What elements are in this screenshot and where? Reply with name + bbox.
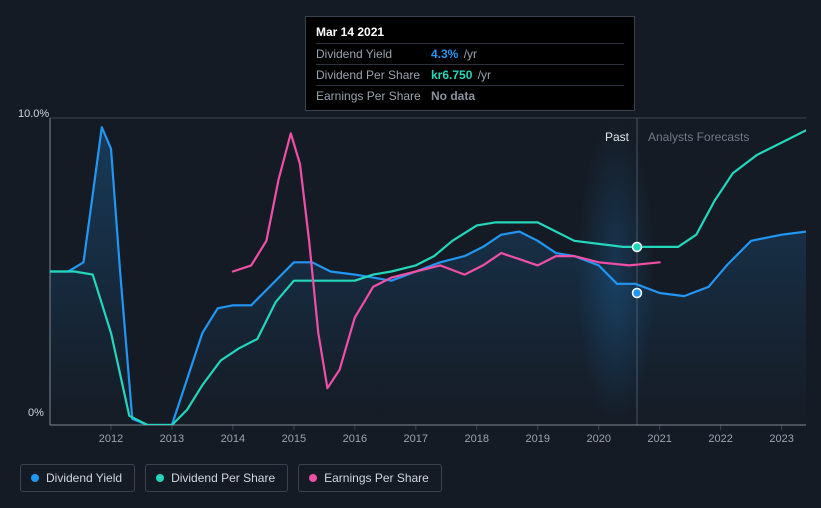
legend-item-label: Dividend Yield [46, 471, 122, 485]
legend-item-dividend-yield[interactable]: Dividend Yield [20, 464, 135, 492]
x-axis-label: 2020 [586, 433, 610, 445]
x-axis-label: 2019 [525, 433, 549, 445]
legend-item-label: Dividend Per Share [171, 471, 275, 485]
tooltip-row: Earnings Per ShareNo data [316, 85, 624, 106]
x-axis-label: 2017 [404, 433, 428, 445]
legend-dot-icon [31, 474, 39, 482]
legend-item-dividend-per-share[interactable]: Dividend Per Share [145, 464, 288, 492]
x-axis-label: 2018 [465, 433, 489, 445]
tooltip-row-label: Dividend Per Share [316, 68, 431, 82]
tooltip-row: Dividend Per Sharekr6.750 /yr [316, 64, 624, 85]
chart-tooltip: Mar 14 2021 Dividend Yield4.3% /yrDivide… [305, 16, 635, 111]
y-axis-label-max: 10.0% [18, 108, 49, 120]
x-axis-label: 2016 [343, 433, 367, 445]
tooltip-row-value: kr6.750 /yr [431, 68, 624, 82]
x-axis-label: 2023 [769, 433, 793, 445]
legend-item-earnings-per-share[interactable]: Earnings Per Share [298, 464, 442, 492]
legend-dot-icon [309, 474, 317, 482]
tooltip-row: Dividend Yield4.3% /yr [316, 43, 624, 64]
tooltip-row-value: 4.3% /yr [431, 47, 624, 61]
region-label-forecast: Analysts Forecasts [648, 130, 749, 144]
tooltip-row-label: Earnings Per Share [316, 89, 431, 103]
y-axis-label-min: 0% [28, 407, 44, 419]
chart-legend: Dividend Yield Dividend Per Share Earnings… [20, 464, 442, 492]
tooltip-row-value: No data [431, 89, 624, 103]
x-axis-label: 2014 [221, 433, 245, 445]
dividend-chart: 10.0% 0% 2012 2013 2014 2015 2016 2017 2018 201… [0, 0, 821, 508]
x-axis-label: 2021 [647, 433, 671, 445]
legend-dot-icon [156, 474, 164, 482]
x-axis-label: 2013 [160, 433, 184, 445]
x-axis-label: 2015 [282, 433, 306, 445]
tooltip-date: Mar 14 2021 [316, 23, 624, 43]
x-axis-label: 2022 [708, 433, 732, 445]
tooltip-row-label: Dividend Yield [316, 47, 431, 61]
region-label-past: Past [605, 130, 629, 144]
x-axis-label: 2012 [99, 433, 123, 445]
legend-item-label: Earnings Per Share [324, 471, 429, 485]
